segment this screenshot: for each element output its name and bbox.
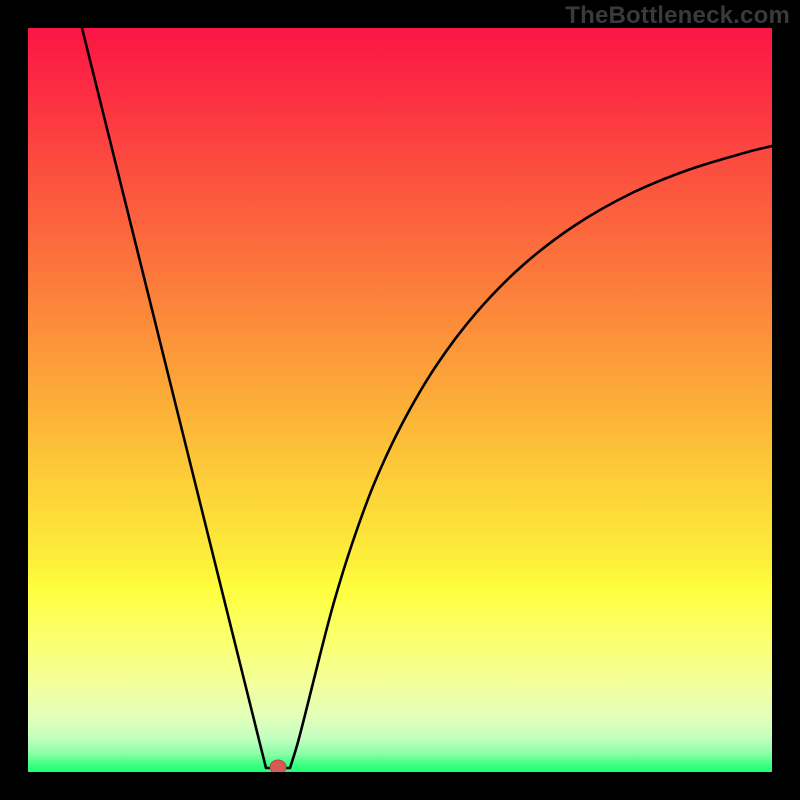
chart-container: TheBottleneck.com [0, 0, 800, 800]
plot-svg [28, 28, 772, 772]
gradient-background [28, 28, 772, 772]
plot-frame [28, 28, 772, 772]
optimal-point-marker [270, 760, 286, 772]
watermark-text: TheBottleneck.com [565, 2, 790, 30]
